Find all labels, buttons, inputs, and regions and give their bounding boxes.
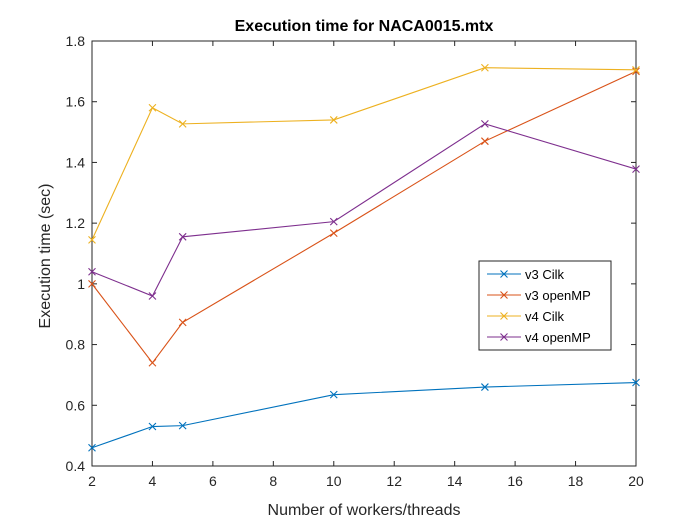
y-tick-label: 0.4 [66, 458, 86, 474]
data-point-marker [178, 421, 187, 430]
data-point-marker [632, 165, 640, 173]
x-tick-label: 20 [628, 473, 644, 489]
x-tick-label: 16 [507, 473, 523, 489]
data-point-marker [480, 63, 489, 72]
y-tick-label: 1 [77, 276, 85, 292]
legend-label: v4 openMP [525, 330, 591, 345]
data-point-marker [329, 229, 338, 238]
series-layer [88, 63, 640, 452]
data-point-marker [178, 232, 187, 241]
x-tick-label: 4 [149, 473, 157, 489]
y-tick-label: 0.8 [66, 337, 86, 353]
series-v4-openmp [88, 119, 640, 300]
legend-label: v3 Cilk [525, 267, 565, 282]
data-point-marker [88, 235, 96, 244]
data-point-marker [480, 137, 489, 146]
y-tick-label: 1.8 [66, 33, 86, 49]
series-line [91, 67, 637, 241]
data-point-marker [148, 358, 157, 367]
x-axis-title: Number of workers/threads [268, 502, 461, 519]
data-point-marker [148, 103, 157, 112]
x-tick-label: 10 [326, 473, 342, 489]
data-point-marker [480, 119, 489, 128]
legend-item: v3 Cilk [487, 267, 565, 282]
y-axis-title: Execution time (sec) [37, 184, 54, 329]
series-v3-cilk [88, 378, 640, 452]
legend-item: v3 openMP [487, 288, 591, 303]
y-tick-label: 1.4 [66, 154, 86, 170]
data-point-marker [632, 378, 640, 387]
data-point-marker [88, 267, 96, 276]
series-line [91, 70, 637, 364]
data-point-marker [632, 67, 640, 76]
legend-box [478, 260, 612, 351]
legend-label: v4 Cilk [525, 309, 565, 324]
series-v3-openmp [88, 67, 640, 367]
y-tick-label: 1.2 [66, 215, 86, 231]
axes: 2 4 6 8 10 12 14 16 18 20 0.4 0.6 0.8 1 1.2 1.4 1.6 1.8 [66, 33, 644, 489]
x-tick-label: 8 [269, 473, 277, 489]
series-line [91, 381, 637, 449]
legend-item: v4 Cilk [487, 309, 565, 324]
data-point-marker [480, 383, 489, 391]
legend-item: v4 openMP [487, 330, 591, 345]
x-tick-label: 12 [386, 473, 402, 489]
x-tick-label: 6 [209, 473, 217, 489]
data-point-marker [329, 390, 338, 399]
series-v4-cilk [88, 63, 640, 244]
data-point-marker [148, 422, 157, 431]
legend-label: v3 openMP [525, 288, 591, 303]
data-point-marker [329, 116, 338, 124]
series-line [91, 123, 637, 297]
data-point-marker [329, 217, 338, 226]
y-tick-label: 0.6 [66, 397, 86, 413]
x-tick-label: 2 [88, 473, 96, 489]
data-point-marker [632, 65, 640, 74]
legend: v3 Cilk v3 openMP v4 Cilk v4 openMP [478, 260, 612, 351]
data-point-marker [178, 318, 187, 327]
data-point-marker [88, 443, 96, 452]
x-tick-label: 14 [447, 473, 463, 489]
data-point-marker [178, 119, 187, 128]
data-point-marker [148, 292, 157, 300]
y-tick-label: 1.6 [66, 94, 86, 110]
x-tick-label: 18 [568, 473, 584, 489]
plot-area [91, 40, 637, 467]
data-point-marker [88, 279, 96, 288]
chart-title: Execution time for NACA0015.mtx [235, 18, 494, 35]
